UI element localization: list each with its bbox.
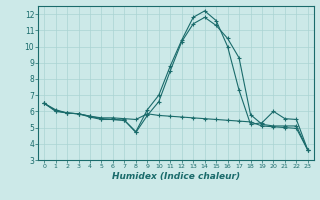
X-axis label: Humidex (Indice chaleur): Humidex (Indice chaleur) — [112, 172, 240, 181]
